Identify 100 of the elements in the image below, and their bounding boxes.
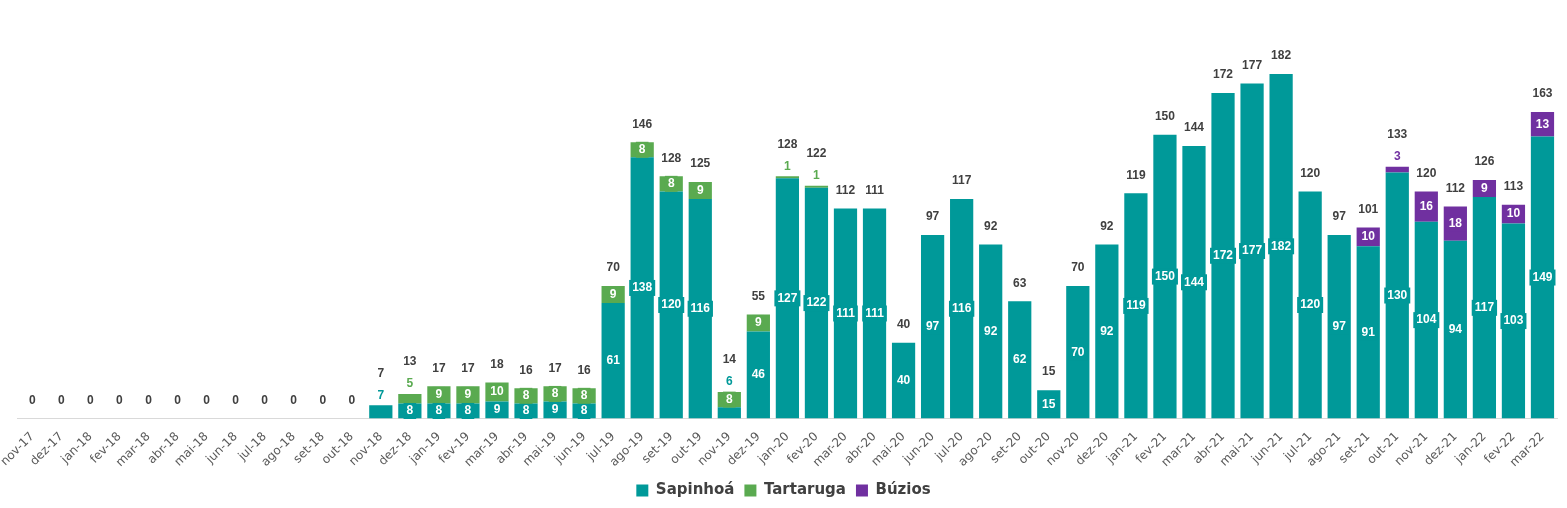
total-label: 0 xyxy=(203,392,211,407)
data-label: 8 xyxy=(725,391,733,406)
bar xyxy=(369,405,393,419)
total-label: 120 xyxy=(1300,165,1321,180)
total-label: 119 xyxy=(1126,167,1146,182)
data-label: 127 xyxy=(777,290,798,305)
data-label: 13 xyxy=(1535,116,1550,131)
bar xyxy=(1240,83,1264,419)
data-label: 144 xyxy=(1183,274,1205,289)
bar xyxy=(630,157,654,419)
bar xyxy=(1066,286,1090,419)
data-label: 9 xyxy=(493,402,501,417)
data-label: 117 xyxy=(1474,300,1495,315)
total-label: 0 xyxy=(174,392,182,407)
bar xyxy=(1124,193,1148,419)
data-label: 8 xyxy=(522,388,530,403)
total-label: 0 xyxy=(232,392,240,407)
data-label: 10 xyxy=(1361,229,1376,244)
bar xyxy=(1095,244,1119,419)
data-label: 62 xyxy=(1013,352,1027,367)
total-label: 117 xyxy=(951,173,972,188)
data-label: 18 xyxy=(1448,215,1463,230)
data-label: 116 xyxy=(690,301,711,316)
total-label: 18 xyxy=(490,356,504,371)
data-label: 8 xyxy=(667,176,675,191)
data-label: 92 xyxy=(1100,323,1114,338)
data-label: 16 xyxy=(1419,198,1434,213)
total-label: 113 xyxy=(1503,178,1524,193)
total-label: 55 xyxy=(751,288,766,303)
bar xyxy=(1414,221,1438,419)
total-label: 97 xyxy=(925,209,940,224)
bar xyxy=(979,244,1003,419)
total-label: 0 xyxy=(28,392,36,407)
total-label: 17 xyxy=(548,360,563,375)
data-label: 40 xyxy=(896,373,911,388)
bar xyxy=(1008,301,1032,419)
data-label: 8 xyxy=(435,403,443,418)
bar xyxy=(601,303,625,419)
total-label: 14 xyxy=(722,352,737,367)
total-label: 0 xyxy=(116,392,124,407)
data-label: 8 xyxy=(551,386,559,401)
total-label: 16 xyxy=(519,362,534,377)
data-label: 120 xyxy=(1300,297,1321,312)
total-label: 0 xyxy=(261,392,269,407)
data-label: 9 xyxy=(435,387,443,402)
bar xyxy=(1443,240,1467,419)
data-label: 15 xyxy=(1042,396,1056,411)
data-label: 138 xyxy=(632,280,653,295)
data-label: 94 xyxy=(1448,321,1463,336)
data-label: 130 xyxy=(1387,287,1408,302)
data-label: 111 xyxy=(836,305,856,320)
total-label: 15 xyxy=(1042,364,1056,379)
data-label: 46 xyxy=(751,367,766,382)
total-label: 92 xyxy=(984,218,998,233)
bar xyxy=(717,407,741,419)
total-label: 92 xyxy=(1100,218,1114,233)
data-label: 92 xyxy=(984,323,998,338)
data-label: 8 xyxy=(406,403,414,418)
total-label: 0 xyxy=(145,392,153,407)
total-label: 70 xyxy=(1071,260,1085,275)
data-label: 7 xyxy=(377,365,385,380)
data-label: 9 xyxy=(464,387,472,402)
legend-label: Tartaruga xyxy=(763,480,846,499)
data-label: 150 xyxy=(1154,268,1176,283)
bar xyxy=(659,191,683,419)
total-label: 126 xyxy=(1474,154,1495,169)
total-label: 172 xyxy=(1213,67,1234,82)
total-label: 97 xyxy=(1332,209,1347,224)
data-label: 8 xyxy=(522,403,530,418)
bar xyxy=(1327,234,1351,419)
data-label: 182 xyxy=(1271,238,1292,253)
data-label: 1 xyxy=(784,158,792,173)
bar xyxy=(1269,74,1293,419)
total-label: 122 xyxy=(806,146,827,161)
total-label: 0 xyxy=(319,392,327,407)
total-label: 146 xyxy=(632,116,653,131)
bar xyxy=(398,393,422,404)
bar xyxy=(1501,223,1526,419)
data-label: 172 xyxy=(1213,248,1234,263)
data-label: 9 xyxy=(551,402,559,417)
bar xyxy=(950,198,974,419)
data-label: 91 xyxy=(1361,324,1376,339)
data-label: 149 xyxy=(1532,269,1553,284)
total-label: 111 xyxy=(865,182,885,197)
total-label: 0 xyxy=(348,392,356,407)
data-label: 103 xyxy=(1503,313,1524,328)
data-label: 3 xyxy=(1393,149,1401,164)
data-label: 10 xyxy=(1506,206,1521,221)
data-label: 177 xyxy=(1242,243,1263,258)
total-label: 0 xyxy=(87,392,95,407)
bar xyxy=(920,234,945,419)
bar xyxy=(1153,134,1177,419)
data-label: 1 xyxy=(813,168,821,183)
bar xyxy=(1298,191,1322,419)
data-label: 111 xyxy=(865,305,885,320)
total-label: 0 xyxy=(58,392,66,407)
bar xyxy=(804,187,829,419)
bar xyxy=(1472,197,1497,419)
total-label: 40 xyxy=(896,317,911,332)
bar xyxy=(688,198,712,419)
